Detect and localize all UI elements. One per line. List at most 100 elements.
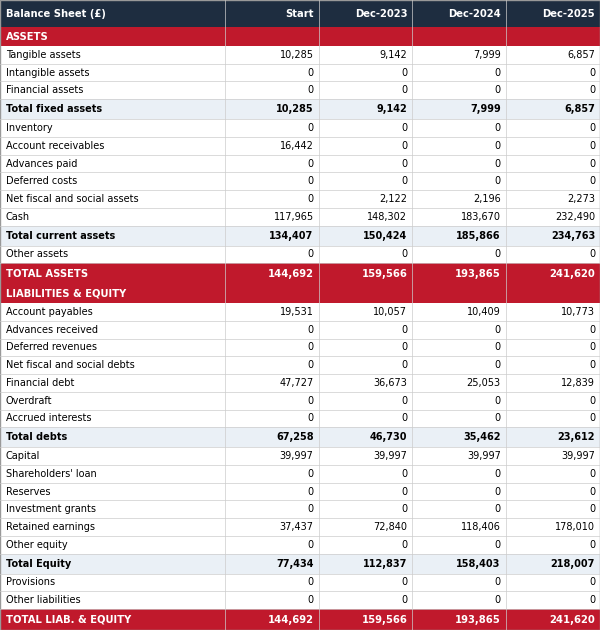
Text: Account payables: Account payables	[6, 307, 93, 317]
Text: 10,057: 10,057	[373, 307, 407, 317]
Text: 0: 0	[494, 578, 501, 587]
Bar	[225, 284, 319, 303]
Text: 159,566: 159,566	[361, 269, 407, 278]
Bar	[506, 518, 600, 536]
Bar	[319, 536, 412, 554]
Bar	[319, 554, 412, 573]
Bar	[0, 392, 225, 410]
Bar	[412, 518, 506, 536]
Bar	[506, 137, 600, 154]
Text: 2,196: 2,196	[473, 194, 501, 204]
Bar	[319, 81, 412, 100]
Bar	[412, 609, 506, 630]
Bar	[225, 374, 319, 392]
Text: TOTAL LIAB. & EQUITY: TOTAL LIAB. & EQUITY	[6, 614, 131, 624]
Text: 23,612: 23,612	[557, 432, 595, 442]
Bar	[225, 64, 319, 81]
Bar	[412, 81, 506, 100]
Bar	[225, 410, 319, 427]
Text: 158,403: 158,403	[457, 559, 501, 569]
Text: 0: 0	[307, 123, 314, 133]
Bar	[0, 173, 225, 190]
Text: 0: 0	[494, 123, 501, 133]
Text: 0: 0	[589, 324, 595, 335]
Text: 0: 0	[589, 469, 595, 479]
Bar	[412, 0, 506, 27]
Bar	[225, 465, 319, 483]
Text: 0: 0	[494, 67, 501, 77]
Bar	[412, 427, 506, 447]
Bar	[319, 573, 412, 592]
Bar	[0, 100, 225, 119]
Bar	[506, 64, 600, 81]
Text: Total fixed assets: Total fixed assets	[6, 104, 102, 114]
Bar	[0, 357, 225, 374]
Text: 148,302: 148,302	[367, 212, 407, 222]
Text: 0: 0	[589, 342, 595, 352]
Bar	[506, 263, 600, 284]
Text: 0: 0	[589, 396, 595, 406]
Bar	[319, 500, 412, 518]
Bar	[506, 483, 600, 500]
Bar	[412, 246, 506, 263]
Bar	[225, 27, 319, 46]
Text: 35,462: 35,462	[463, 432, 501, 442]
Bar	[319, 518, 412, 536]
Text: 0: 0	[401, 176, 407, 186]
Bar	[0, 64, 225, 81]
Bar	[0, 81, 225, 100]
Bar	[506, 427, 600, 447]
Text: Total debts: Total debts	[6, 432, 67, 442]
Text: 0: 0	[494, 360, 501, 370]
Bar	[412, 208, 506, 226]
Bar	[225, 321, 319, 338]
Bar	[319, 154, 412, 173]
Bar	[412, 338, 506, 357]
Text: ASSETS: ASSETS	[6, 32, 49, 42]
Bar	[225, 427, 319, 447]
Text: 0: 0	[307, 413, 314, 423]
Bar	[506, 81, 600, 100]
Bar	[412, 410, 506, 427]
Text: 0: 0	[307, 249, 314, 260]
Text: 0: 0	[589, 413, 595, 423]
Bar	[412, 536, 506, 554]
Text: 0: 0	[307, 159, 314, 168]
Bar	[225, 518, 319, 536]
Text: 0: 0	[307, 540, 314, 550]
Bar	[506, 190, 600, 208]
Text: 0: 0	[307, 595, 314, 605]
Bar	[0, 410, 225, 427]
Text: 0: 0	[589, 505, 595, 514]
Text: 134,407: 134,407	[269, 231, 314, 241]
Text: 218,007: 218,007	[551, 559, 595, 569]
Text: 0: 0	[401, 578, 407, 587]
Text: 10,773: 10,773	[561, 307, 595, 317]
Bar	[0, 119, 225, 137]
Bar	[506, 410, 600, 427]
Bar	[0, 46, 225, 64]
Bar	[319, 410, 412, 427]
Bar	[506, 338, 600, 357]
Bar	[412, 500, 506, 518]
Text: Net fiscal and social assets: Net fiscal and social assets	[6, 194, 139, 204]
Bar	[0, 338, 225, 357]
Text: Financial assets: Financial assets	[6, 86, 83, 95]
Text: 0: 0	[589, 67, 595, 77]
Bar	[225, 609, 319, 630]
Text: LIABILITIES & EQUITY: LIABILITIES & EQUITY	[6, 289, 126, 299]
Text: 0: 0	[401, 505, 407, 514]
Text: Dec-2023: Dec-2023	[355, 9, 407, 18]
Text: 232,490: 232,490	[555, 212, 595, 222]
Text: 112,837: 112,837	[363, 559, 407, 569]
Text: Inventory: Inventory	[6, 123, 53, 133]
Bar	[412, 154, 506, 173]
Bar	[319, 609, 412, 630]
Bar	[412, 137, 506, 154]
Text: 7,999: 7,999	[473, 50, 501, 60]
Text: 10,285: 10,285	[280, 50, 314, 60]
Text: 12,839: 12,839	[561, 378, 595, 388]
Bar	[319, 483, 412, 500]
Text: 16,442: 16,442	[280, 140, 314, 151]
Text: 0: 0	[589, 140, 595, 151]
